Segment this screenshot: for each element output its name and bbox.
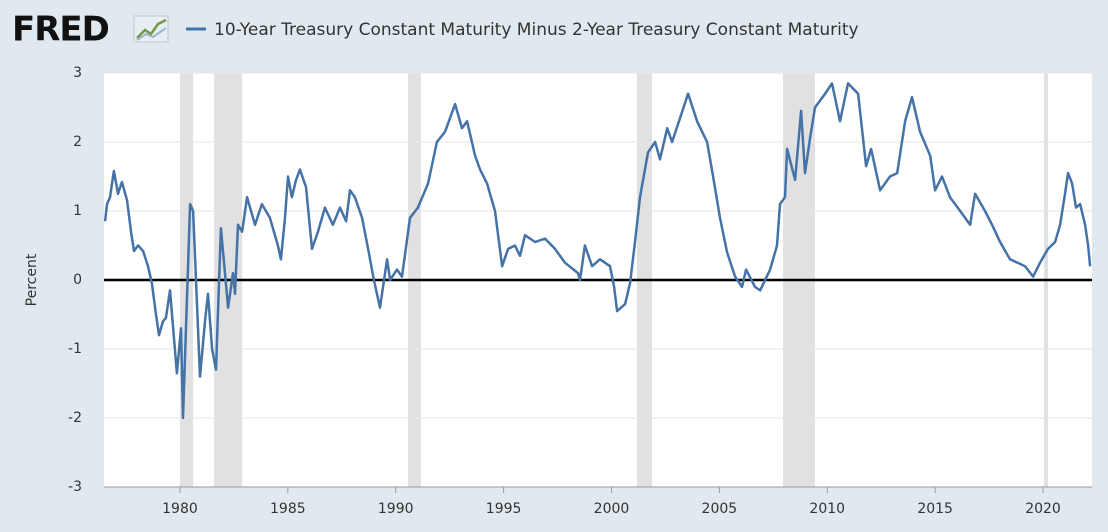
x-tick-label: 1990 — [378, 501, 414, 517]
y-tick-label: -1 — [68, 341, 82, 357]
x-tick-label: 1995 — [486, 501, 522, 517]
x-tick-label: 2000 — [594, 501, 630, 517]
x-tick-label: 2015 — [917, 501, 953, 517]
x-tick-label: 2010 — [809, 501, 845, 517]
series-line — [103, 82, 1092, 420]
y-axis-label: Percent — [24, 253, 40, 306]
logo-icon — [133, 15, 169, 43]
legend-label: 10-Year Treasury Constant Maturity Minus… — [214, 20, 859, 40]
y-tick-label: -3 — [68, 479, 82, 495]
y-tick-label: 1 — [73, 203, 82, 219]
logo: FRED — [12, 10, 109, 50]
y-tick-label: -2 — [68, 410, 82, 426]
x-tick-label: 1980 — [162, 501, 198, 517]
x-tick-label: 2005 — [702, 501, 738, 517]
y-tick-label: 3 — [73, 65, 82, 81]
y-tick-label: 0 — [73, 272, 82, 288]
y-tick-label: 2 — [73, 134, 82, 150]
x-tick-label: 1985 — [270, 501, 306, 517]
x-tick-label: 2020 — [1025, 501, 1061, 517]
